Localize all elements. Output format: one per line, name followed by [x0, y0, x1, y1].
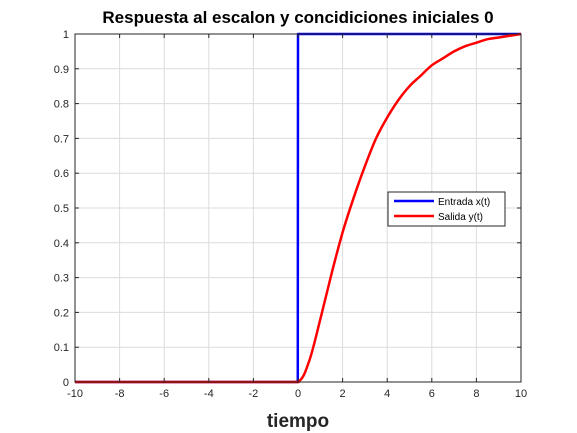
- series-line-salida: [75, 32, 522, 384]
- y-tick-label: 0: [63, 377, 69, 389]
- y-tick-label: 0.4: [54, 238, 69, 250]
- y-tick-label: 0.5: [54, 203, 69, 215]
- y-tick-label: 1: [63, 29, 69, 41]
- x-axis-label: tiempo: [267, 411, 329, 432]
- legend-label-entrada: Entrada x(t): [438, 197, 490, 208]
- y-tick-label: 0.7: [54, 133, 69, 145]
- x-tick-label: 0: [295, 388, 301, 400]
- y-tick-label: 0.1: [54, 342, 69, 354]
- x-tick-label: -6: [159, 388, 169, 400]
- x-tick-label: -8: [115, 388, 125, 400]
- x-tick-label: 2: [340, 388, 346, 400]
- x-tick-label: -4: [204, 388, 214, 400]
- x-tick-label: 10: [515, 388, 527, 400]
- x-tick-label: 4: [384, 388, 390, 400]
- x-tick-labels: -10 -8 -6 -4 -2 0 2 4 6 8 10: [67, 388, 527, 400]
- y-tick-label: 0.8: [54, 99, 69, 111]
- x-tick-label: 8: [473, 388, 479, 400]
- y-tick-label: 0.3: [54, 273, 69, 285]
- y-tick-labels: 0 0.1 0.2 0.3 0.4 0.5 0.6 0.7 0.8 0.9 1: [54, 29, 69, 389]
- chart-title: Respuesta al escalon y concidiciones ini…: [102, 8, 493, 27]
- y-tick-label: 0.6: [54, 168, 69, 180]
- x-tick-label: -2: [249, 388, 259, 400]
- legend-box: [387, 191, 506, 227]
- x-tick-label: -10: [67, 388, 83, 400]
- legend: Entrada x(t) Salida y(t): [387, 191, 506, 227]
- legend-label-salida: Salida y(t): [438, 212, 483, 223]
- x-tick-label: 6: [429, 388, 435, 400]
- y-tick-label: 0.2: [54, 307, 69, 319]
- axis-ticks: [74, 33, 522, 383]
- y-tick-label: 0.9: [54, 64, 69, 76]
